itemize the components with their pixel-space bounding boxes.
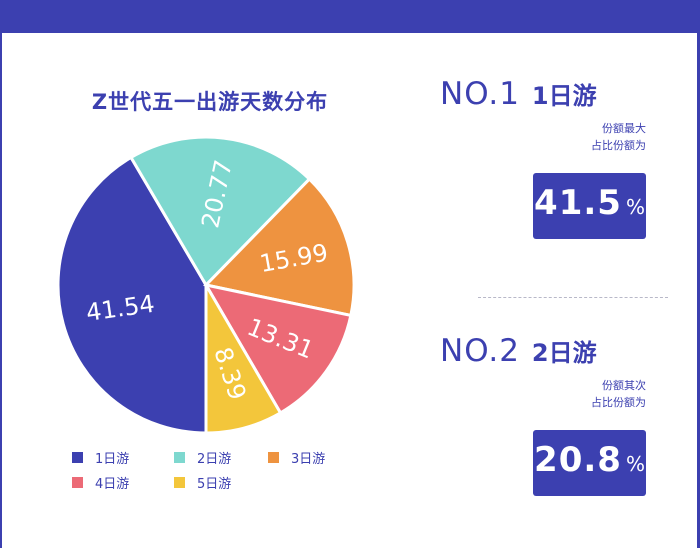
legend-label-2: 2日游 xyxy=(197,452,232,467)
highlight-1-note-line2: 占比份额为 xyxy=(591,139,646,152)
highlight-2: NO.2 2日游 份额其次 占比份额为 xyxy=(440,333,660,411)
legend-label-1: 1日游 xyxy=(95,452,130,467)
top-banner xyxy=(0,0,700,33)
legend-swatch-3 xyxy=(268,452,279,463)
highlight-2-rank: NO.2 xyxy=(440,333,520,369)
highlight-1-heading: NO.1 1日游 xyxy=(440,76,660,112)
legend-item-2: 2日游 xyxy=(174,448,231,467)
legend-item-4: 4日游 xyxy=(72,473,129,492)
pie-slice-5 xyxy=(204,279,283,435)
highlight-2-note-line1: 份额其次 xyxy=(602,379,646,392)
divider xyxy=(478,297,668,298)
legend-item-5: 5日游 xyxy=(174,473,231,492)
highlight-1-value: 41.5 xyxy=(534,183,622,223)
highlight-2-unit: % xyxy=(625,452,645,476)
legend-swatch-2 xyxy=(174,452,185,463)
legend-item-3: 3日游 xyxy=(268,448,325,467)
highlight-1-rank: NO.1 xyxy=(440,76,520,112)
pie-slice-3 xyxy=(203,176,356,318)
pie-slice-2 xyxy=(128,135,312,288)
pie-slice-1 xyxy=(56,155,208,435)
highlight-1-name: 1日游 xyxy=(531,82,597,110)
highlight-2-value: 20.8 xyxy=(534,440,622,480)
highlight-2-note: 份额其次 占比份额为 xyxy=(440,377,646,411)
highlight-1-value-box: 41.5 % xyxy=(533,173,646,239)
legend-label-5: 5日游 xyxy=(197,477,232,492)
legend-label-3: 3日游 xyxy=(291,452,326,467)
highlight-2-note-line2: 占比份额为 xyxy=(591,396,646,409)
highlight-1-note-line1: 份额最大 xyxy=(602,122,646,135)
frame-right-border xyxy=(697,33,700,548)
chart-title: Z世代五一出游天数分布 xyxy=(91,90,329,114)
legend-label-4: 4日游 xyxy=(95,477,130,492)
highlight-2-name: 2日游 xyxy=(531,339,597,367)
frame-left-border xyxy=(0,33,2,548)
legend-swatch-1 xyxy=(72,452,83,463)
pie-slice-4 xyxy=(203,282,353,415)
legend-item-1: 1日游 xyxy=(72,448,129,467)
highlight-1: NO.1 1日游 份额最大 占比份额为 xyxy=(440,76,660,154)
highlight-1-unit: % xyxy=(625,195,645,219)
highlight-2-heading: NO.2 2日游 xyxy=(440,333,660,369)
highlight-2-value-box: 20.8 % xyxy=(533,430,646,496)
legend-swatch-5 xyxy=(174,477,185,488)
legend-swatch-4 xyxy=(72,477,83,488)
highlight-1-note: 份额最大 占比份额为 xyxy=(440,120,646,154)
